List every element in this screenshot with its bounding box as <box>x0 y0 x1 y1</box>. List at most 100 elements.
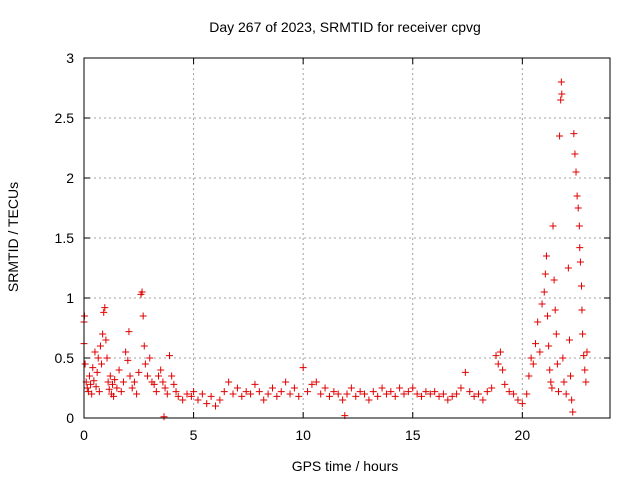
data-point-marker <box>558 90 566 98</box>
data-point-marker <box>483 388 491 396</box>
data-point-marker <box>312 378 320 386</box>
data-point-marker <box>122 348 130 356</box>
data-point-marker <box>304 388 312 396</box>
data-point-marker <box>273 392 281 400</box>
data-point-marker <box>549 222 557 230</box>
data-point-marker <box>570 130 578 138</box>
data-point-marker <box>581 366 589 374</box>
data-point-marker <box>523 390 531 398</box>
x-tick-label: 15 <box>405 427 421 443</box>
data-point-marker <box>343 390 351 398</box>
data-point-marker <box>233 384 241 392</box>
data-point-marker <box>277 388 285 396</box>
data-point-marker <box>557 78 565 86</box>
data-point-marker <box>409 384 417 392</box>
data-point-marker <box>260 396 268 404</box>
data-point-marker <box>582 378 590 386</box>
chart-title: Day 267 of 2023, SRMTID for receiver cpv… <box>209 19 481 35</box>
data-point-marker <box>179 396 187 404</box>
data-point-marker <box>391 392 399 400</box>
data-point-marker <box>93 368 101 376</box>
data-point-marker <box>119 378 127 386</box>
data-point-marker <box>475 390 482 398</box>
data-point-marker <box>567 372 575 380</box>
data-point-marker <box>580 352 588 360</box>
data-point-marker <box>159 378 167 386</box>
data-point-marker <box>352 392 360 400</box>
data-point-marker <box>135 368 143 376</box>
data-point-marker <box>125 328 133 336</box>
data-point-marker <box>251 380 259 388</box>
data-point-marker <box>339 396 347 404</box>
data-point-marker <box>290 384 298 392</box>
data-point-marker <box>547 378 555 386</box>
y-axis-label: SRMTID / TECUs <box>5 182 21 292</box>
data-point-marker <box>571 150 579 158</box>
data-point-marker <box>190 388 198 396</box>
y-tick-label: 1.5 <box>55 230 75 246</box>
data-point-marker <box>90 377 98 385</box>
data-point-marker <box>422 388 430 396</box>
data-point-marker <box>161 384 169 392</box>
data-point-marker <box>448 392 456 400</box>
data-point-marker <box>565 336 573 344</box>
data-point-marker <box>554 388 562 396</box>
data-point-marker <box>104 378 112 386</box>
data-point-marker <box>559 354 567 362</box>
data-point-marker <box>536 348 544 356</box>
data-point-marker <box>541 270 549 278</box>
data-point-marker <box>378 384 386 392</box>
data-point-marker <box>556 132 564 140</box>
data-point-marker <box>488 384 496 392</box>
data-point-marker <box>551 306 559 314</box>
data-point-marker <box>126 372 134 380</box>
data-point-marker <box>183 390 191 398</box>
data-point-marker <box>144 372 152 380</box>
data-point-marker <box>229 390 237 398</box>
data-point-marker <box>553 360 561 368</box>
data-point-marker <box>382 390 390 398</box>
data-point-marker <box>110 392 118 400</box>
data-point-marker <box>91 348 99 356</box>
data-point-marker <box>496 348 504 356</box>
data-point-marker <box>212 402 219 410</box>
data-point-marker <box>576 244 584 252</box>
data-point-marker <box>255 388 263 396</box>
y-tick-label: 2 <box>66 170 74 186</box>
data-point-marker <box>174 392 182 400</box>
grid-layer <box>84 58 610 418</box>
data-point-marker <box>325 392 333 400</box>
data-point-marker <box>439 390 447 398</box>
data-point-marker <box>470 392 478 400</box>
data-point-marker <box>85 372 93 380</box>
data-point-marker <box>444 396 452 404</box>
data-point-marker <box>286 390 294 398</box>
data-point-marker <box>546 366 554 374</box>
data-point-marker <box>160 413 168 421</box>
data-point-marker <box>83 384 91 392</box>
data-point-marker <box>527 354 535 362</box>
data-point-marker <box>568 396 576 404</box>
data-point-marker <box>531 340 539 348</box>
data-point-marker <box>130 378 138 386</box>
data-point-marker <box>268 384 276 392</box>
data-point-marker <box>574 204 582 212</box>
data-point-marker <box>101 304 109 312</box>
data-point-marker <box>572 168 580 176</box>
data-point-marker <box>505 388 513 396</box>
data-point-marker <box>573 192 581 200</box>
y-tick-label: 0.5 <box>55 350 75 366</box>
data-point-marker <box>124 356 132 364</box>
data-point-marker <box>247 390 255 398</box>
data-point-marker <box>578 282 586 290</box>
data-point-marker <box>102 336 110 344</box>
data-point-marker <box>540 288 548 296</box>
data-point-marker <box>334 390 342 398</box>
data-point-marker <box>435 392 443 400</box>
data-point-marker <box>92 383 100 391</box>
data-point-marker <box>576 258 584 266</box>
data-point-marker <box>361 390 369 398</box>
data-point-marker <box>529 360 537 368</box>
data-point-marker <box>569 408 577 416</box>
